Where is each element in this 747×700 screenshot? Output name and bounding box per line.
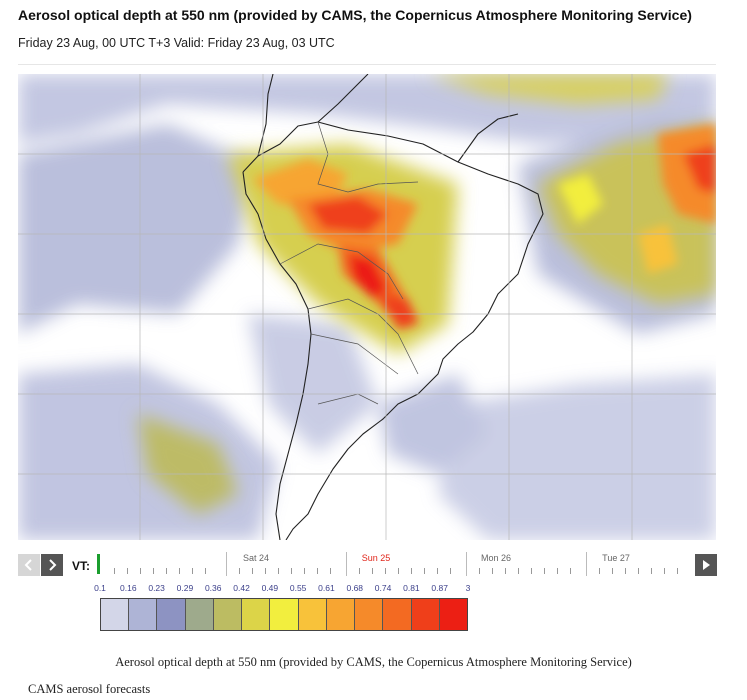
timeline-tick bbox=[612, 568, 613, 574]
timeline-tick bbox=[278, 568, 279, 574]
legend-labels: 0.1 0.16 0.23 0.29 0.36 0.42 0.49 0.55 0.61 0.68 0… bbox=[93, 583, 473, 595]
timeline-tick bbox=[625, 568, 626, 574]
forecast-timeline: VT: Sat 24 Sun 25 Mon 26 Tue 27 bbox=[18, 552, 717, 578]
timeline-tick bbox=[372, 568, 373, 574]
timeline-tick bbox=[411, 568, 412, 574]
legend-swatch bbox=[213, 599, 243, 630]
timeline-tick bbox=[638, 568, 639, 574]
timeline-tick bbox=[518, 568, 519, 574]
timeline-tick bbox=[304, 568, 305, 574]
legend-label: 0.29 bbox=[176, 583, 194, 593]
legend-label: 0.61 bbox=[318, 583, 335, 593]
timeline-tick bbox=[140, 568, 141, 574]
source-note: CAMS aerosol forecasts bbox=[28, 682, 151, 696]
timeline-tick bbox=[127, 568, 128, 574]
legend-swatch bbox=[355, 599, 384, 630]
previous-step-button[interactable] bbox=[18, 554, 40, 576]
timeline-tick bbox=[505, 568, 506, 574]
day-separator bbox=[226, 552, 227, 576]
timeline-tick bbox=[424, 568, 425, 574]
timeline-tick bbox=[450, 568, 451, 574]
legend-swatch bbox=[298, 599, 327, 630]
timeline-tick bbox=[479, 568, 480, 574]
day-separator bbox=[586, 552, 587, 576]
time-slider[interactable]: Sat 24 Sun 25 Mon 26 Tue 27 bbox=[96, 552, 690, 578]
timeline-tick bbox=[179, 568, 180, 574]
legend-swatch bbox=[101, 599, 130, 630]
legend-swatch bbox=[383, 599, 412, 630]
legend-label: 0.42 bbox=[233, 583, 250, 593]
day-separator bbox=[346, 552, 347, 576]
legend-label: 0.81 bbox=[403, 583, 420, 593]
play-button[interactable] bbox=[695, 554, 717, 576]
legend-label: 0.16 bbox=[120, 583, 137, 593]
color-legend bbox=[100, 598, 468, 631]
divider bbox=[18, 64, 716, 65]
timeline-tick bbox=[153, 568, 154, 574]
legend-label: 0.36 bbox=[204, 583, 222, 593]
legend-swatch bbox=[270, 599, 299, 630]
aerosol-map-image bbox=[18, 74, 716, 540]
legend-label: 0.87 bbox=[431, 583, 448, 593]
timeline-tick bbox=[437, 568, 438, 574]
timeline-tick bbox=[239, 568, 240, 574]
legend-swatch bbox=[129, 599, 158, 630]
next-step-button[interactable] bbox=[41, 554, 63, 576]
timeline-tick bbox=[557, 568, 558, 574]
timeline-tick bbox=[531, 568, 532, 574]
day-label[interactable]: Tue 27 bbox=[602, 553, 630, 563]
timeline-tick bbox=[677, 568, 678, 574]
legend-label: 0.1 bbox=[94, 583, 106, 593]
legend-label: 0.68 bbox=[346, 583, 364, 593]
aerosol-map bbox=[18, 74, 716, 540]
timeline-tick bbox=[192, 568, 193, 574]
timeline-tick bbox=[114, 568, 115, 574]
timeline-tick bbox=[359, 568, 360, 574]
forecast-validity: Friday 23 Aug, 00 UTC T+3 Valid: Friday … bbox=[18, 36, 335, 50]
chevron-right-icon bbox=[49, 559, 57, 571]
legend-label: 0.74 bbox=[374, 583, 392, 593]
timeline-tick bbox=[166, 568, 167, 574]
day-label[interactable]: Sat 24 bbox=[242, 553, 270, 563]
timeline-tick bbox=[544, 568, 545, 574]
legend-swatch bbox=[439, 599, 468, 630]
timeline-tick bbox=[205, 568, 206, 574]
time-slider-handle[interactable] bbox=[97, 554, 100, 574]
timeline-tick bbox=[651, 568, 652, 574]
legend-label: 0.55 bbox=[289, 583, 307, 593]
timeline-tick bbox=[330, 568, 331, 574]
timeline-tick bbox=[252, 568, 253, 574]
legend-swatch bbox=[242, 599, 271, 630]
play-icon bbox=[703, 560, 710, 570]
vt-label: VT: bbox=[72, 559, 90, 573]
timeline-tick bbox=[599, 568, 600, 574]
timeline-tick bbox=[664, 568, 665, 574]
legend-label: 0.23 bbox=[148, 583, 165, 593]
day-label[interactable]: Mon 26 bbox=[480, 553, 512, 563]
legend-label: 0.49 bbox=[261, 583, 279, 593]
timeline-tick bbox=[385, 568, 386, 574]
timeline-tick bbox=[265, 568, 266, 574]
timeline-tick bbox=[317, 568, 318, 574]
timeline-tick bbox=[570, 568, 571, 574]
legend-swatch bbox=[185, 599, 214, 630]
page-title: Aerosol optical depth at 550 nm (provide… bbox=[18, 7, 692, 23]
timeline-tick bbox=[291, 568, 292, 574]
figure-caption: Aerosol optical depth at 550 nm (provide… bbox=[115, 655, 632, 669]
timeline-tick bbox=[398, 568, 399, 574]
day-separator bbox=[466, 552, 467, 576]
legend-label: 3 bbox=[465, 583, 471, 593]
chevron-left-icon bbox=[24, 559, 32, 571]
day-label[interactable]: Sun 25 bbox=[361, 553, 391, 563]
timeline-tick bbox=[492, 568, 493, 574]
legend-swatch bbox=[157, 599, 186, 630]
legend-swatch bbox=[326, 599, 356, 630]
legend-swatch bbox=[411, 599, 440, 630]
